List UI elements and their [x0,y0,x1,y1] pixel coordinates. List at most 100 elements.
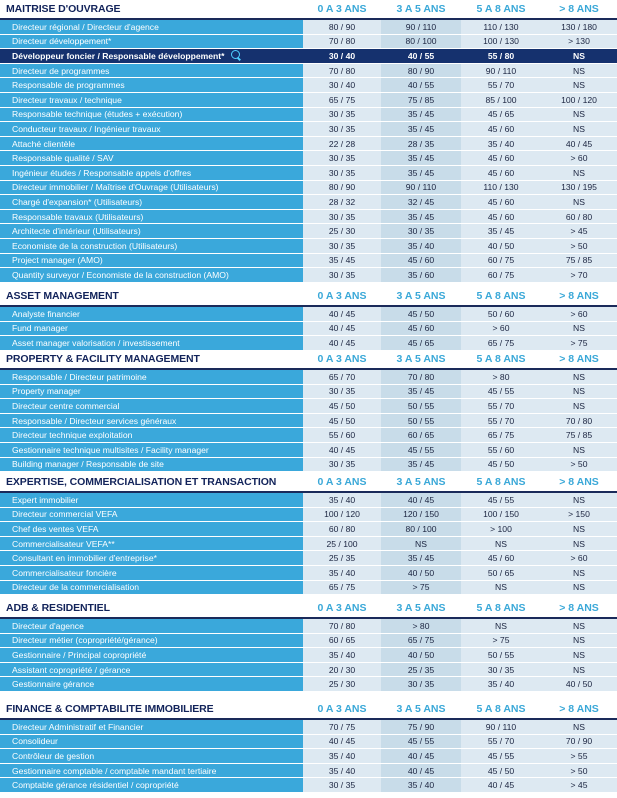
salary-cell: 35 / 45 [303,253,381,269]
section-header: PROPERTY & FACILITY MANAGEMENT 0 A 3 ANS 3… [0,350,617,370]
salary-cell: 60 / 65 [303,633,381,649]
salary-cell: 45 / 60 [461,122,541,137]
row-label: Responsable / Directeur patrimoine [0,370,303,385]
section-header: MAITRISE D'OUVRAGE 0 A 3 ANS 3 A 5 ANS 5 A … [0,0,617,20]
salary-cell: 45 / 55 [461,384,541,400]
salary-cell: 45 / 55 [381,734,461,750]
salary-cell: 45 / 60 [461,551,541,566]
job-title: Quantity surveyor / Economiste de la con… [12,269,229,280]
job-title: Analyste financier [12,308,80,319]
salary-cell: 65 / 75 [461,428,541,443]
salary-cell: 35 / 45 [381,384,461,400]
salary-cell: 40 / 45 [381,749,461,764]
job-title: Property manager [12,386,81,397]
table-row: Expert immobilier 35 / 40 40 / 45 45 / 55 NS [0,493,617,508]
salary-cell: > 60 [541,551,617,566]
salary-cell: 60 / 75 [461,253,541,269]
table-row: Responsable technique (études + exécutio… [0,107,617,123]
salary-cell: 45 / 50 [461,457,541,473]
row-label: Directeur Administratif et Financier [0,720,303,735]
column-header: 5 A 8 ANS [476,290,526,302]
column-header: 3 A 5 ANS [396,353,446,365]
salary-cell: 25 / 35 [381,662,461,678]
salary-cell: > 100 [461,522,541,537]
salary-cell: 40 / 45 [461,778,541,793]
salary-cell: 60 / 80 [541,209,617,225]
salary-cell: NS [461,536,541,552]
salary-cell: > 60 [461,321,541,337]
salary-cell: 40 / 50 [541,677,617,692]
column-header: > 8 ANS [559,353,599,365]
salary-cell: NS [541,165,617,181]
row-label: Directeur régional / Directeur d'agence [0,20,303,35]
salary-cell: 45 / 60 [381,253,461,269]
job-title: Responsable qualité / SAV [12,153,114,164]
job-title: Consolideur [12,736,58,747]
salary-cell: > 75 [381,580,461,596]
job-title: Comptable gérance résidentiel / copropri… [12,780,179,791]
job-title: Architecte d'intérieur (Utilisateurs) [12,226,141,237]
job-title: Gestionnaire / Principal copropriété [12,649,147,660]
salary-cell: NS [541,384,617,400]
table-row: Architecte d'intérieur (Utilisateurs) 25 … [0,224,617,239]
job-title: Responsable / Directeur services générau… [12,415,177,426]
column-header: > 8 ANS [559,3,599,15]
column-header: 0 A 3 ANS [317,476,367,488]
table-row: Chargé d'expansion* (Utilisateurs) 28 / 3… [0,195,617,210]
salary-cell: 45 / 60 [381,321,461,337]
salary-cell: 110 / 130 [461,180,541,196]
table-row: Directeur développement* 70 / 80 80 / 100 1… [0,34,617,50]
table-row: Directeur de la commercialisation 65 / 75… [0,580,617,596]
search-icon[interactable] [230,50,240,60]
salary-cell: 45 / 55 [381,442,461,458]
column-header: 5 A 8 ANS [476,353,526,365]
job-title: Directeur travaux / technique [12,94,122,105]
row-label: Directeur de la commercialisation [0,580,303,596]
salary-cell: 30 / 35 [303,122,381,137]
salary-cell: NS [541,580,617,596]
salary-cell: 80 / 100 [381,34,461,50]
salary-cell: 55 / 60 [461,442,541,458]
job-title: Directeur de programmes [12,65,110,76]
salary-cell: 80 / 90 [381,63,461,79]
salary-cell: NS [381,536,461,552]
job-title: Fund manager [12,323,68,334]
section-header: EXPERTISE, COMMERCIALISATION ET TRANSACT… [0,473,617,493]
salary-cell: 35 / 40 [303,749,381,764]
row-label: Directeur de programmes [0,63,303,79]
salary-cell: 70 / 80 [381,370,461,385]
salary-cell: 60 / 65 [381,428,461,443]
table-row: Comptable gérance résidentiel / copropri… [0,778,617,793]
salary-cell: > 80 [461,370,541,385]
row-label: Directeur travaux / technique [0,92,303,108]
job-title: Economiste de la construction (Utilisate… [12,240,178,251]
salary-cell: 40 / 45 [303,734,381,750]
salary-cell: NS [541,619,617,634]
row-label: Responsable technique (études + exécutio… [0,107,303,123]
column-header: 3 A 5 ANS [396,290,446,302]
job-title: Chef des ventes VEFA [12,523,99,534]
salary-cell: 100 / 120 [541,92,617,108]
salary-cell: 45 / 50 [303,399,381,414]
column-header: 3 A 5 ANS [396,476,446,488]
salary-cell: 50 / 65 [461,565,541,581]
salary-cell: 30 / 35 [381,677,461,692]
table-row: Responsable / Directeur services générau… [0,413,617,429]
salary-cell: > 150 [541,507,617,523]
table-row: Responsable travaux (Utilisateurs) 30 / 3… [0,209,617,225]
salary-cell: 75 / 85 [541,428,617,443]
salary-cell: 120 / 150 [381,507,461,523]
salary-cell: > 50 [541,238,617,254]
salary-cell: 30 / 35 [303,457,381,473]
row-label: Asset manager valorisation / investissem… [0,336,303,351]
job-title: Directeur métier (copropriété/gérance) [12,635,158,646]
salary-cell: NS [461,580,541,596]
section-title: PROPERTY & FACILITY MANAGEMENT [6,353,200,365]
job-title: Contrôleur de gestion [12,750,95,761]
row-label: Analyste financier [0,307,303,322]
salary-cell: 35 / 40 [461,136,541,152]
column-header: 0 A 3 ANS [317,602,367,614]
table-row: Gestionnaire comptable / comptable manda… [0,763,617,779]
table-row: Directeur de programmes 70 / 80 80 / 90 90 … [0,63,617,79]
